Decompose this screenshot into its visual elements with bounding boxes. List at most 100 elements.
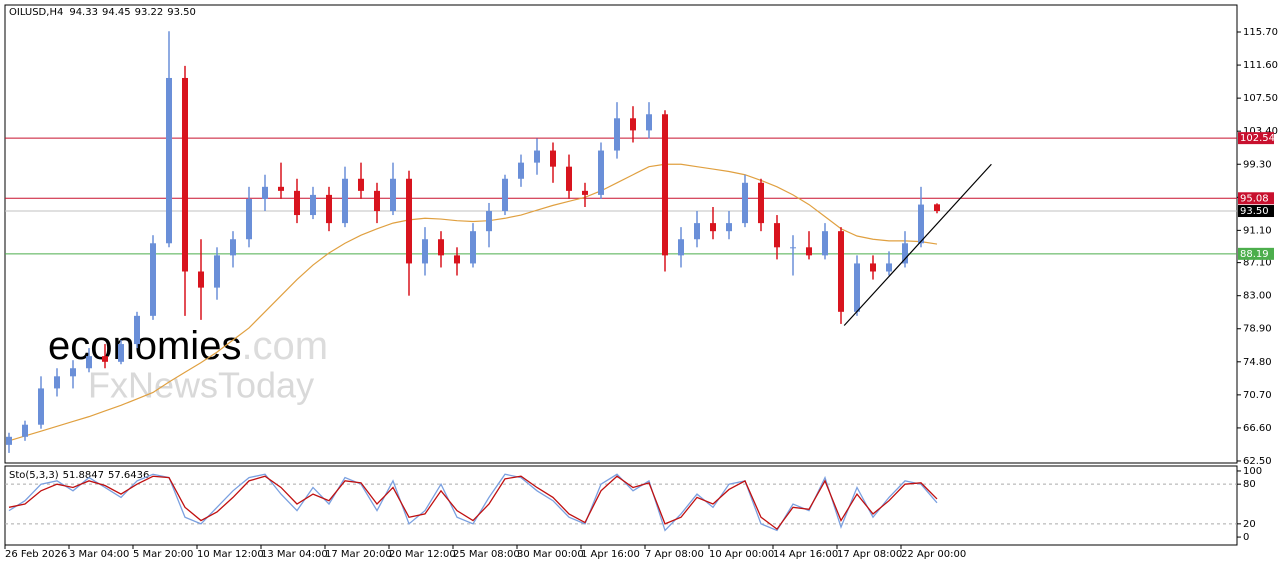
candle-body	[870, 263, 876, 272]
oscillator-header: Sto(5,3,3) 51.8847 57.6436	[9, 470, 149, 481]
y-tick-label: 87.10	[1243, 258, 1272, 269]
candle-body	[518, 162, 524, 179]
y-tick-label: 83.00	[1243, 291, 1272, 302]
osc-tick-label: 80	[1243, 479, 1256, 490]
candle-body	[406, 178, 412, 264]
candle-body	[326, 194, 332, 224]
candle-body	[902, 243, 908, 264]
symbol: OILUSD,H4	[9, 7, 63, 18]
candle-body	[278, 186, 284, 191]
y-tick-label: 78.90	[1243, 324, 1272, 335]
candle-body	[822, 231, 828, 256]
candle-body	[54, 376, 60, 389]
candle-body	[102, 356, 108, 362]
candle-body	[86, 356, 92, 369]
candle-body	[6, 436, 12, 445]
level-tag	[1238, 205, 1274, 218]
x-tick-label: 22 Apr 00:00	[901, 549, 966, 560]
candle-body	[886, 263, 892, 272]
candle-body	[582, 190, 588, 195]
watermark-text: economies.com	[48, 324, 328, 368]
trendline	[843, 163, 992, 326]
candle-body	[838, 231, 844, 312]
candle-body	[534, 150, 540, 163]
open: 94.33	[69, 7, 98, 18]
candle-body	[422, 239, 428, 264]
candle-body	[150, 243, 156, 316]
x-tick-label: 10 Apr 00:00	[709, 549, 774, 560]
x-tick-label: 26 Feb 2026	[5, 549, 67, 560]
candle-body	[918, 204, 924, 244]
y-tick-label: 91.10	[1243, 225, 1272, 236]
osc-tick-label: 100	[1243, 466, 1262, 477]
x-tick-label: 17 Mar 20:00	[325, 549, 392, 560]
candle-body	[774, 223, 780, 248]
candle-body	[390, 178, 396, 212]
candle-body	[806, 247, 812, 256]
candle-body	[230, 239, 236, 256]
candle-body	[662, 114, 668, 256]
oscillator-frame	[4, 465, 1238, 546]
candle-body	[118, 344, 124, 362]
candle-body	[934, 204, 940, 212]
oscillator-title: Sto(5,3,3)	[9, 470, 59, 481]
candle-body	[742, 182, 748, 224]
level-tag	[1238, 132, 1274, 145]
candle-body	[310, 194, 316, 216]
y-tick-label: 99.30	[1243, 159, 1272, 170]
candle-body	[486, 211, 492, 232]
header: OILUSD,H4 94.33 94.45 93.22 93.50	[9, 7, 196, 18]
candle-body	[614, 118, 620, 151]
y-tick-label: 107.50	[1243, 93, 1278, 104]
y-tick-label: 74.80	[1243, 357, 1272, 368]
level-tag	[1238, 192, 1274, 205]
y-tick-label: 70.70	[1243, 390, 1272, 401]
candle-body	[598, 150, 604, 195]
x-tick-label: 13 Mar 04:00	[261, 549, 328, 560]
y-tick-label: 62.50	[1243, 456, 1272, 467]
candle-body	[710, 223, 716, 232]
candle-body	[214, 255, 220, 288]
d-value: 57.6436	[108, 470, 149, 481]
high: 94.45	[102, 7, 131, 18]
watermark: economies.com FxNewsToday	[48, 324, 328, 406]
candle-body	[374, 190, 380, 212]
y-tick-label: 111.60	[1243, 60, 1278, 71]
y-tick-label: 103.40	[1243, 126, 1278, 137]
watermark-part: economies	[48, 324, 241, 368]
y-tick-label: 115.70	[1243, 27, 1278, 38]
oscillator-line	[8, 475, 938, 531]
candle-body	[182, 77, 188, 272]
candle-body	[22, 424, 28, 437]
x-tick-label: 25 Mar 08:00	[453, 549, 520, 560]
candle-body	[70, 368, 76, 377]
candle-body	[566, 166, 572, 191]
candle-body	[694, 223, 700, 240]
y-tick-label: 66.60	[1243, 423, 1272, 434]
candle-body	[294, 190, 300, 216]
candle-body	[854, 263, 860, 312]
candle-body	[342, 178, 348, 224]
k-value: 51.8847	[63, 470, 104, 481]
candle-body	[246, 198, 252, 240]
candle-body	[726, 223, 732, 232]
low: 93.22	[135, 7, 164, 18]
candle-body	[262, 186, 268, 199]
x-tick-label: 10 Mar 12:00	[197, 549, 264, 560]
level-tag	[1238, 247, 1274, 260]
x-tick-label: 14 Apr 16:00	[773, 549, 838, 560]
level-label: 88.19	[1240, 249, 1269, 260]
close: 93.50	[167, 7, 196, 18]
level-label: 93.50	[1240, 206, 1269, 217]
level-label: 95.08	[1240, 193, 1269, 204]
x-tick-label: 7 Apr 08:00	[645, 549, 704, 560]
main-frame	[4, 4, 1238, 464]
x-tick-label: 3 Mar 04:00	[69, 549, 129, 560]
x-tick-label: 17 Apr 08:00	[837, 549, 902, 560]
candle-body	[502, 178, 508, 212]
candle-body	[470, 231, 476, 264]
candle-body	[438, 239, 444, 256]
candle-body	[358, 178, 364, 191]
